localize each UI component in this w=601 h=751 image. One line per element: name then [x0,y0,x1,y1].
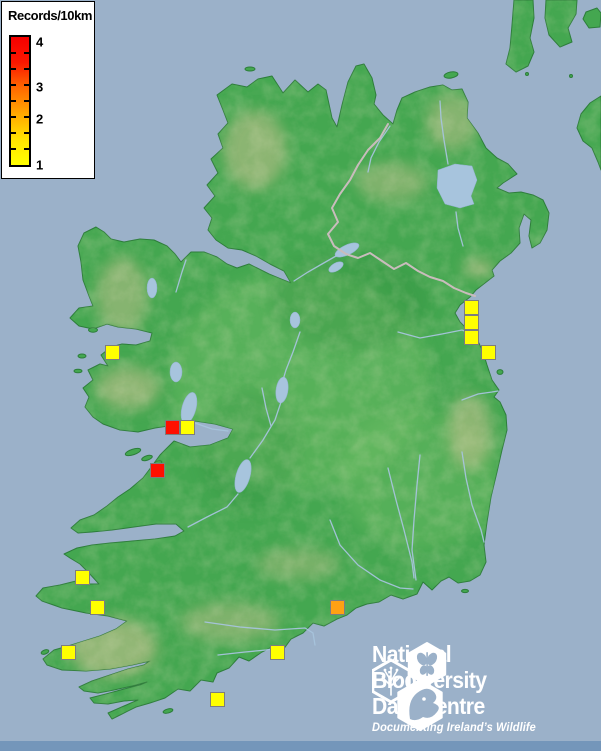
record-square[interactable] [165,420,180,435]
lough-neagh [436,163,478,209]
logo-hexagons [372,642,447,731]
river-moy [175,259,187,293]
legend-tick [24,68,29,70]
islet [569,74,573,78]
valentia-island [40,649,50,655]
legend-tick [11,100,16,102]
legend-tick [24,52,29,54]
upper-lough-erne [328,261,344,273]
lambay-island [496,369,504,375]
legend-tick [11,52,16,54]
islet [525,72,529,76]
record-square[interactable] [180,420,195,435]
record-square[interactable] [330,600,345,615]
legend-tick [11,68,16,70]
butterfly-icon [416,652,438,676]
legend: Records/10km 4 3 2 1 [1,1,95,179]
legend-tick [11,132,16,134]
river-slaney [461,451,485,543]
legend-tick [24,148,29,150]
footer-bar [0,741,601,751]
river-foyle [367,125,391,173]
aran-island [141,454,153,462]
legend-title: Records/10km [8,8,93,23]
inishbofin-island [73,368,83,374]
legend-tick [11,148,16,150]
lough-derg [234,459,252,493]
legend-tick [24,132,29,134]
legend-tick [24,84,29,86]
lakes [146,163,478,493]
nbdc-logo: National Biodiversity Data Centre Docume… [372,641,543,734]
river-corrib [194,422,229,432]
tree-icon [382,668,400,696]
record-square[interactable] [61,645,76,660]
river-shannon [187,331,301,528]
record-square[interactable] [75,570,90,585]
record-square[interactable] [105,345,120,360]
river-erne [293,255,337,282]
river-suck [261,387,272,427]
legend-color-bar [9,35,31,167]
river-barrow [411,454,421,581]
legend-tick [24,116,29,118]
clear-island [162,708,174,714]
rivers [175,100,499,656]
saltee-island [461,588,469,594]
legend-value-label: 2 [36,111,44,127]
record-square[interactable] [150,463,165,478]
legend-value-label: 3 [36,79,44,95]
northern-ireland-border [327,123,476,297]
rathlin-island [443,71,459,79]
river-liffey [461,390,499,401]
bird-eye [422,697,426,701]
small-island [582,7,601,29]
lough-mask [169,361,183,383]
legend-value-label: 4 [36,34,44,50]
tory-island [244,66,256,72]
record-square[interactable] [210,692,225,707]
record-square[interactable] [270,645,285,660]
river-blackwater [204,621,316,646]
aran-island [124,447,142,457]
legend-tick [24,100,29,102]
record-square[interactable] [464,300,479,315]
lough-conn [146,277,158,299]
river-nore [387,467,415,579]
legend-value-label: 1 [36,157,44,173]
river-suir [329,519,414,590]
record-square[interactable] [464,330,479,345]
bird-icon [409,688,439,721]
tree-icon-dots [381,666,401,679]
record-square[interactable] [481,345,496,360]
tree-hexagon [372,658,411,704]
record-square[interactable] [90,600,105,615]
legend-tick [11,116,16,118]
inishturk-island [77,353,87,359]
river-bann [439,100,464,247]
record-square[interactable] [464,315,479,330]
legend-tick [11,84,16,86]
lough-allen [289,311,301,329]
